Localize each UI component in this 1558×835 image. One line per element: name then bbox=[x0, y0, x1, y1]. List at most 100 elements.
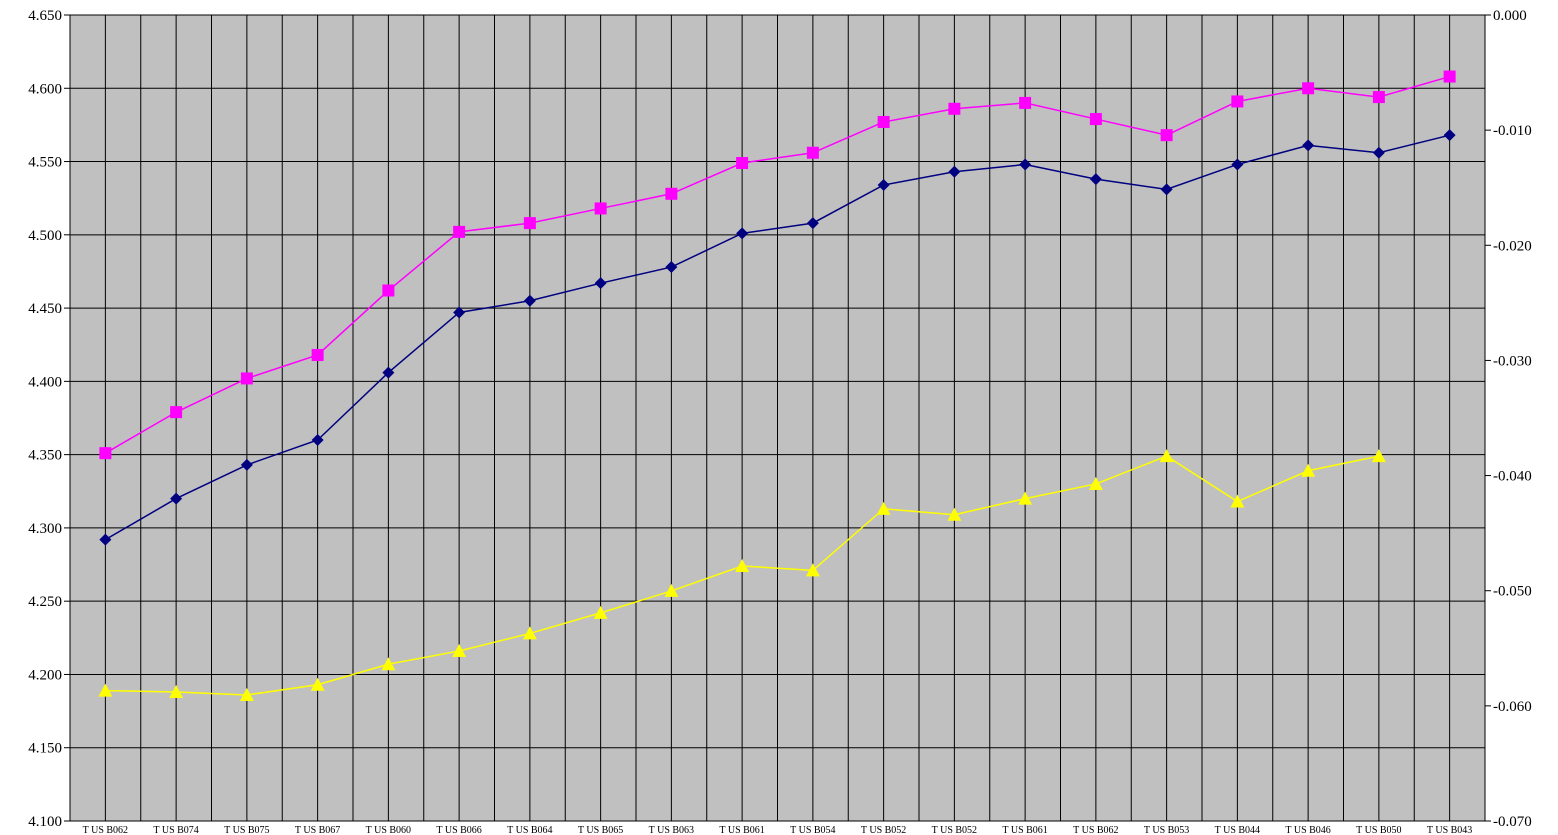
right-tick-label: -0.050 bbox=[1493, 584, 1532, 600]
data-point-triangle bbox=[522, 626, 537, 640]
data-point-square bbox=[665, 187, 678, 200]
category-label: T US B061 bbox=[719, 825, 764, 835]
data-point-diamond bbox=[736, 227, 749, 240]
series-group bbox=[98, 449, 1386, 701]
data-point-triangle bbox=[169, 685, 184, 699]
category-label: T US B074 bbox=[153, 825, 198, 835]
data-point-triangle bbox=[310, 677, 325, 691]
data-point-square bbox=[523, 217, 536, 230]
data-point-triangle bbox=[876, 501, 891, 515]
data-point-square bbox=[1231, 95, 1244, 108]
data-point-diamond bbox=[806, 217, 819, 230]
data-point-diamond bbox=[170, 492, 183, 505]
category-axis: T US B062 T US B074 T US B075 T US B067 T US… bbox=[83, 825, 1473, 835]
category-label: T US B046 bbox=[1285, 825, 1330, 835]
data-point-square bbox=[877, 115, 890, 128]
data-point-diamond bbox=[99, 533, 112, 546]
data-point-square bbox=[1372, 91, 1385, 104]
data-point-square bbox=[311, 348, 324, 361]
data-point-triangle bbox=[1301, 463, 1316, 477]
data-point-triangle bbox=[452, 644, 467, 658]
category-label: T US B064 bbox=[507, 825, 552, 835]
data-point-diamond bbox=[311, 433, 324, 446]
data-point-diamond bbox=[594, 277, 607, 290]
data-point-triangle bbox=[1159, 449, 1174, 463]
right-tick-label: -0.040 bbox=[1493, 469, 1532, 485]
category-label: T US B061 bbox=[1002, 825, 1047, 835]
data-point-diamond bbox=[382, 366, 395, 379]
left-tick-label: 4.400 bbox=[28, 374, 62, 390]
category-label: T US B063 bbox=[649, 825, 694, 835]
data-point-triangle bbox=[593, 605, 608, 619]
data-point-triangle bbox=[1230, 494, 1245, 508]
left-tick-label: 4.450 bbox=[28, 301, 62, 317]
category-label: T US B067 bbox=[295, 825, 340, 835]
data-point-square bbox=[1302, 82, 1315, 95]
series-line bbox=[104, 75, 1450, 454]
data-point-diamond bbox=[453, 306, 466, 319]
data-point-diamond bbox=[1089, 173, 1102, 186]
data-point-square bbox=[1089, 113, 1102, 126]
data-point-diamond bbox=[1302, 139, 1315, 152]
series-group bbox=[99, 70, 1456, 460]
right-tick-label: -0.070 bbox=[1493, 814, 1532, 830]
right-tick-label: 0.000 bbox=[1493, 8, 1527, 24]
data-point-triangle bbox=[664, 583, 679, 597]
category-label: T US B062 bbox=[1073, 825, 1118, 835]
category-label: T US B062 bbox=[83, 825, 128, 835]
data-point-diamond bbox=[240, 458, 253, 471]
category-label: T US B075 bbox=[224, 825, 269, 835]
left-tick-label: 4.250 bbox=[28, 594, 62, 610]
data-point-square bbox=[240, 372, 253, 385]
data-point-diamond bbox=[1231, 158, 1244, 171]
data-point-square bbox=[806, 146, 819, 159]
data-point-square bbox=[99, 447, 112, 460]
category-label: T US B052 bbox=[932, 825, 977, 835]
data-point-diamond bbox=[1019, 158, 1032, 171]
category-label: T US B053 bbox=[1144, 825, 1189, 835]
category-label: T US B043 bbox=[1427, 825, 1472, 835]
data-point-square bbox=[736, 157, 749, 170]
right-tick-label: -0.020 bbox=[1493, 238, 1532, 254]
right-tick-label: -0.010 bbox=[1493, 123, 1532, 139]
category-label: T US B052 bbox=[861, 825, 906, 835]
data-series bbox=[98, 70, 1456, 701]
data-point-square bbox=[1160, 129, 1173, 142]
data-point-square bbox=[1443, 70, 1456, 83]
data-point-triangle bbox=[947, 507, 962, 521]
data-point-triangle bbox=[1088, 476, 1103, 490]
series-group bbox=[99, 129, 1456, 546]
left-tick-label: 4.300 bbox=[28, 521, 62, 537]
data-point-square bbox=[948, 102, 961, 115]
data-point-square bbox=[594, 202, 607, 215]
gridlines bbox=[69, 14, 1486, 822]
data-point-triangle bbox=[239, 687, 254, 701]
data-point-square bbox=[382, 284, 395, 297]
data-point-diamond bbox=[1160, 183, 1173, 196]
left-tick-label: 4.100 bbox=[28, 814, 62, 830]
data-point-triangle bbox=[805, 563, 820, 577]
data-point-square bbox=[1019, 96, 1032, 109]
right-tick-label: -0.030 bbox=[1493, 353, 1532, 369]
category-label: T US B044 bbox=[1215, 825, 1260, 835]
right-tick-label: -0.060 bbox=[1493, 699, 1532, 715]
left-tick-label: 4.150 bbox=[28, 741, 62, 757]
series-line bbox=[104, 134, 1450, 541]
data-point-triangle bbox=[735, 559, 750, 573]
left-tick-label: 4.350 bbox=[28, 448, 62, 464]
data-point-diamond bbox=[877, 178, 890, 191]
category-label: T US B060 bbox=[366, 825, 411, 835]
left-tick-label: 4.600 bbox=[28, 81, 62, 97]
category-label: T US B050 bbox=[1356, 825, 1401, 835]
data-point-triangle bbox=[1371, 449, 1386, 463]
left-tick-label: 4.500 bbox=[28, 228, 62, 244]
category-label: T US B065 bbox=[578, 825, 623, 835]
category-label: T US B054 bbox=[790, 825, 835, 835]
data-point-triangle bbox=[381, 657, 396, 671]
data-point-diamond bbox=[948, 165, 961, 178]
left-tick-label: 4.200 bbox=[28, 667, 62, 683]
data-point-diamond bbox=[523, 294, 536, 307]
data-point-diamond bbox=[1443, 129, 1456, 142]
data-point-square bbox=[453, 225, 466, 238]
